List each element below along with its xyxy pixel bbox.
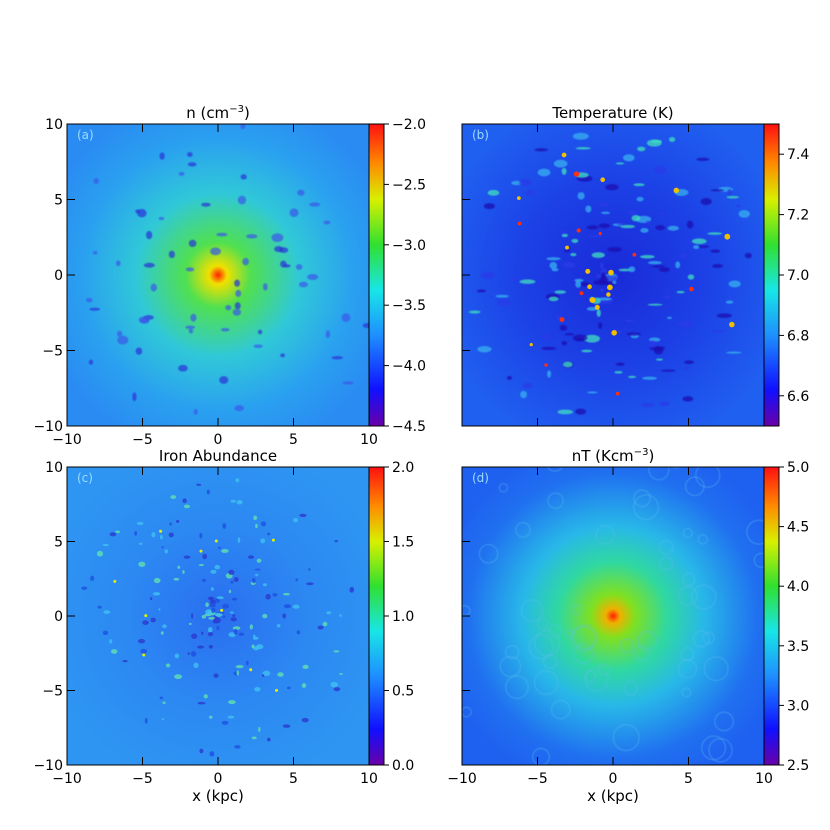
panel-label: (a) [77,128,94,142]
x-tick-label: 5 [289,432,298,448]
colorbar-tick-label: 0.0 [392,758,414,774]
y-tick-label: 5 [54,193,63,209]
x-tick-label: −10 [52,771,82,787]
panel-title: Temperature (K) [551,104,673,122]
heatmap-field [67,124,369,426]
colorbar-tick-label: 6.6 [787,389,809,405]
x-axis-label: x (kpc) [587,787,639,805]
heatmap-panel: (a) n (cm−3) −10 −5 0 5 10 10 5 0 −5 −10 −2.0 −2.5 −3.… [33,104,426,448]
colorbar-tick-label: −2.0 [392,117,426,133]
x-tick-label: 0 [214,432,223,448]
panel-label: (c) [77,471,93,485]
x-tick-label: 0 [609,771,618,787]
heatmap-texture [462,467,764,765]
colorbar-tick-label: 7.0 [787,268,809,284]
heatmap-texture [86,124,369,415]
colorbar-tick-label: 2.5 [787,758,809,774]
x-tick-label: −10 [52,432,82,448]
y-tick-label: 10 [45,460,63,476]
colorbar-tick-label: 5.0 [787,460,809,476]
colorbar: −2.0 −2.5 −3.0 −3.5 −4.0 −4.5 [368,117,426,435]
y-tick-label: 0 [54,609,63,625]
x-tick-label: 10 [360,771,378,787]
colorbar-tick-label: −2.5 [392,177,426,193]
colorbar-tick-label: 4.0 [787,579,809,595]
panel-title: Iron Abundance [159,447,277,465]
y-tick-label: −10 [33,758,63,774]
x-tick-label: −5 [132,432,153,448]
heatmap-texture [81,478,355,757]
panel-title: n (cm−3) [186,104,250,122]
x-tick-label: −5 [527,771,548,787]
y-tick-label: −5 [42,344,63,360]
y-tick-label: 10 [45,117,63,133]
colorbar-tick-label: −4.5 [392,419,426,435]
y-tick-label: 0 [54,268,63,284]
colorbar-tick-label: −3.5 [392,298,426,314]
x-tick-label: 5 [684,771,693,787]
heatmap-panel: (c) Iron Abundance −10 −5 0 5 10 10 5 0 −5 −10 x (kp… [33,447,414,805]
colorbar-tick-label: 3.5 [787,639,809,655]
colorbar-tick-label: 7.4 [787,147,809,163]
heatmap-texture [468,132,752,415]
colorbar-tick-label: 6.8 [787,328,809,344]
y-tick-label: −5 [42,684,63,700]
panel-label: (d) [472,471,489,485]
colorbar-tick-label: 3.0 [787,698,809,714]
y-tick-label: 5 [54,535,63,551]
heatmap-panel: (d) nT (Kcm−3) −10 −5 0 5 10 x (kpc) 5.0 4.5 4.0 3.… [447,447,809,805]
colorbar-tick-label: 1.5 [392,535,414,551]
heatmap-panel: (b) Temperature (K) 7.4 7.2 7.0 6.8 6.6 [461,104,809,427]
colorbar: 2.0 1.5 1.0 0.5 0.0 [368,460,414,774]
panel-title: nT (Kcm−3) [572,447,655,465]
colorbar-tick-label: 7.2 [787,208,809,224]
x-tick-label: 10 [755,771,773,787]
panel-label: (b) [472,128,489,142]
colorbar-tick-label: 1.0 [392,609,414,625]
colorbar: 7.4 7.2 7.0 6.8 6.6 [763,123,809,427]
y-tick-label: −10 [33,419,63,435]
colorbar-tick-label: 2.0 [392,460,414,476]
x-tick-label: 5 [289,771,298,787]
colorbar-tick-label: −3.0 [392,238,426,254]
x-tick-label: 10 [360,432,378,448]
x-axis-label: x (kpc) [192,787,244,805]
x-tick-label: −10 [447,771,477,787]
heatmap-field [462,467,764,765]
colorbar-tick-label: 4.5 [787,520,809,536]
colorbar-tick-label: 0.5 [392,684,414,700]
x-tick-label: −5 [132,771,153,787]
colorbar: 5.0 4.5 4.0 3.5 3.0 2.5 [763,460,809,774]
x-tick-label: 0 [214,771,223,787]
colorbar-tick-label: −4.0 [392,359,426,375]
